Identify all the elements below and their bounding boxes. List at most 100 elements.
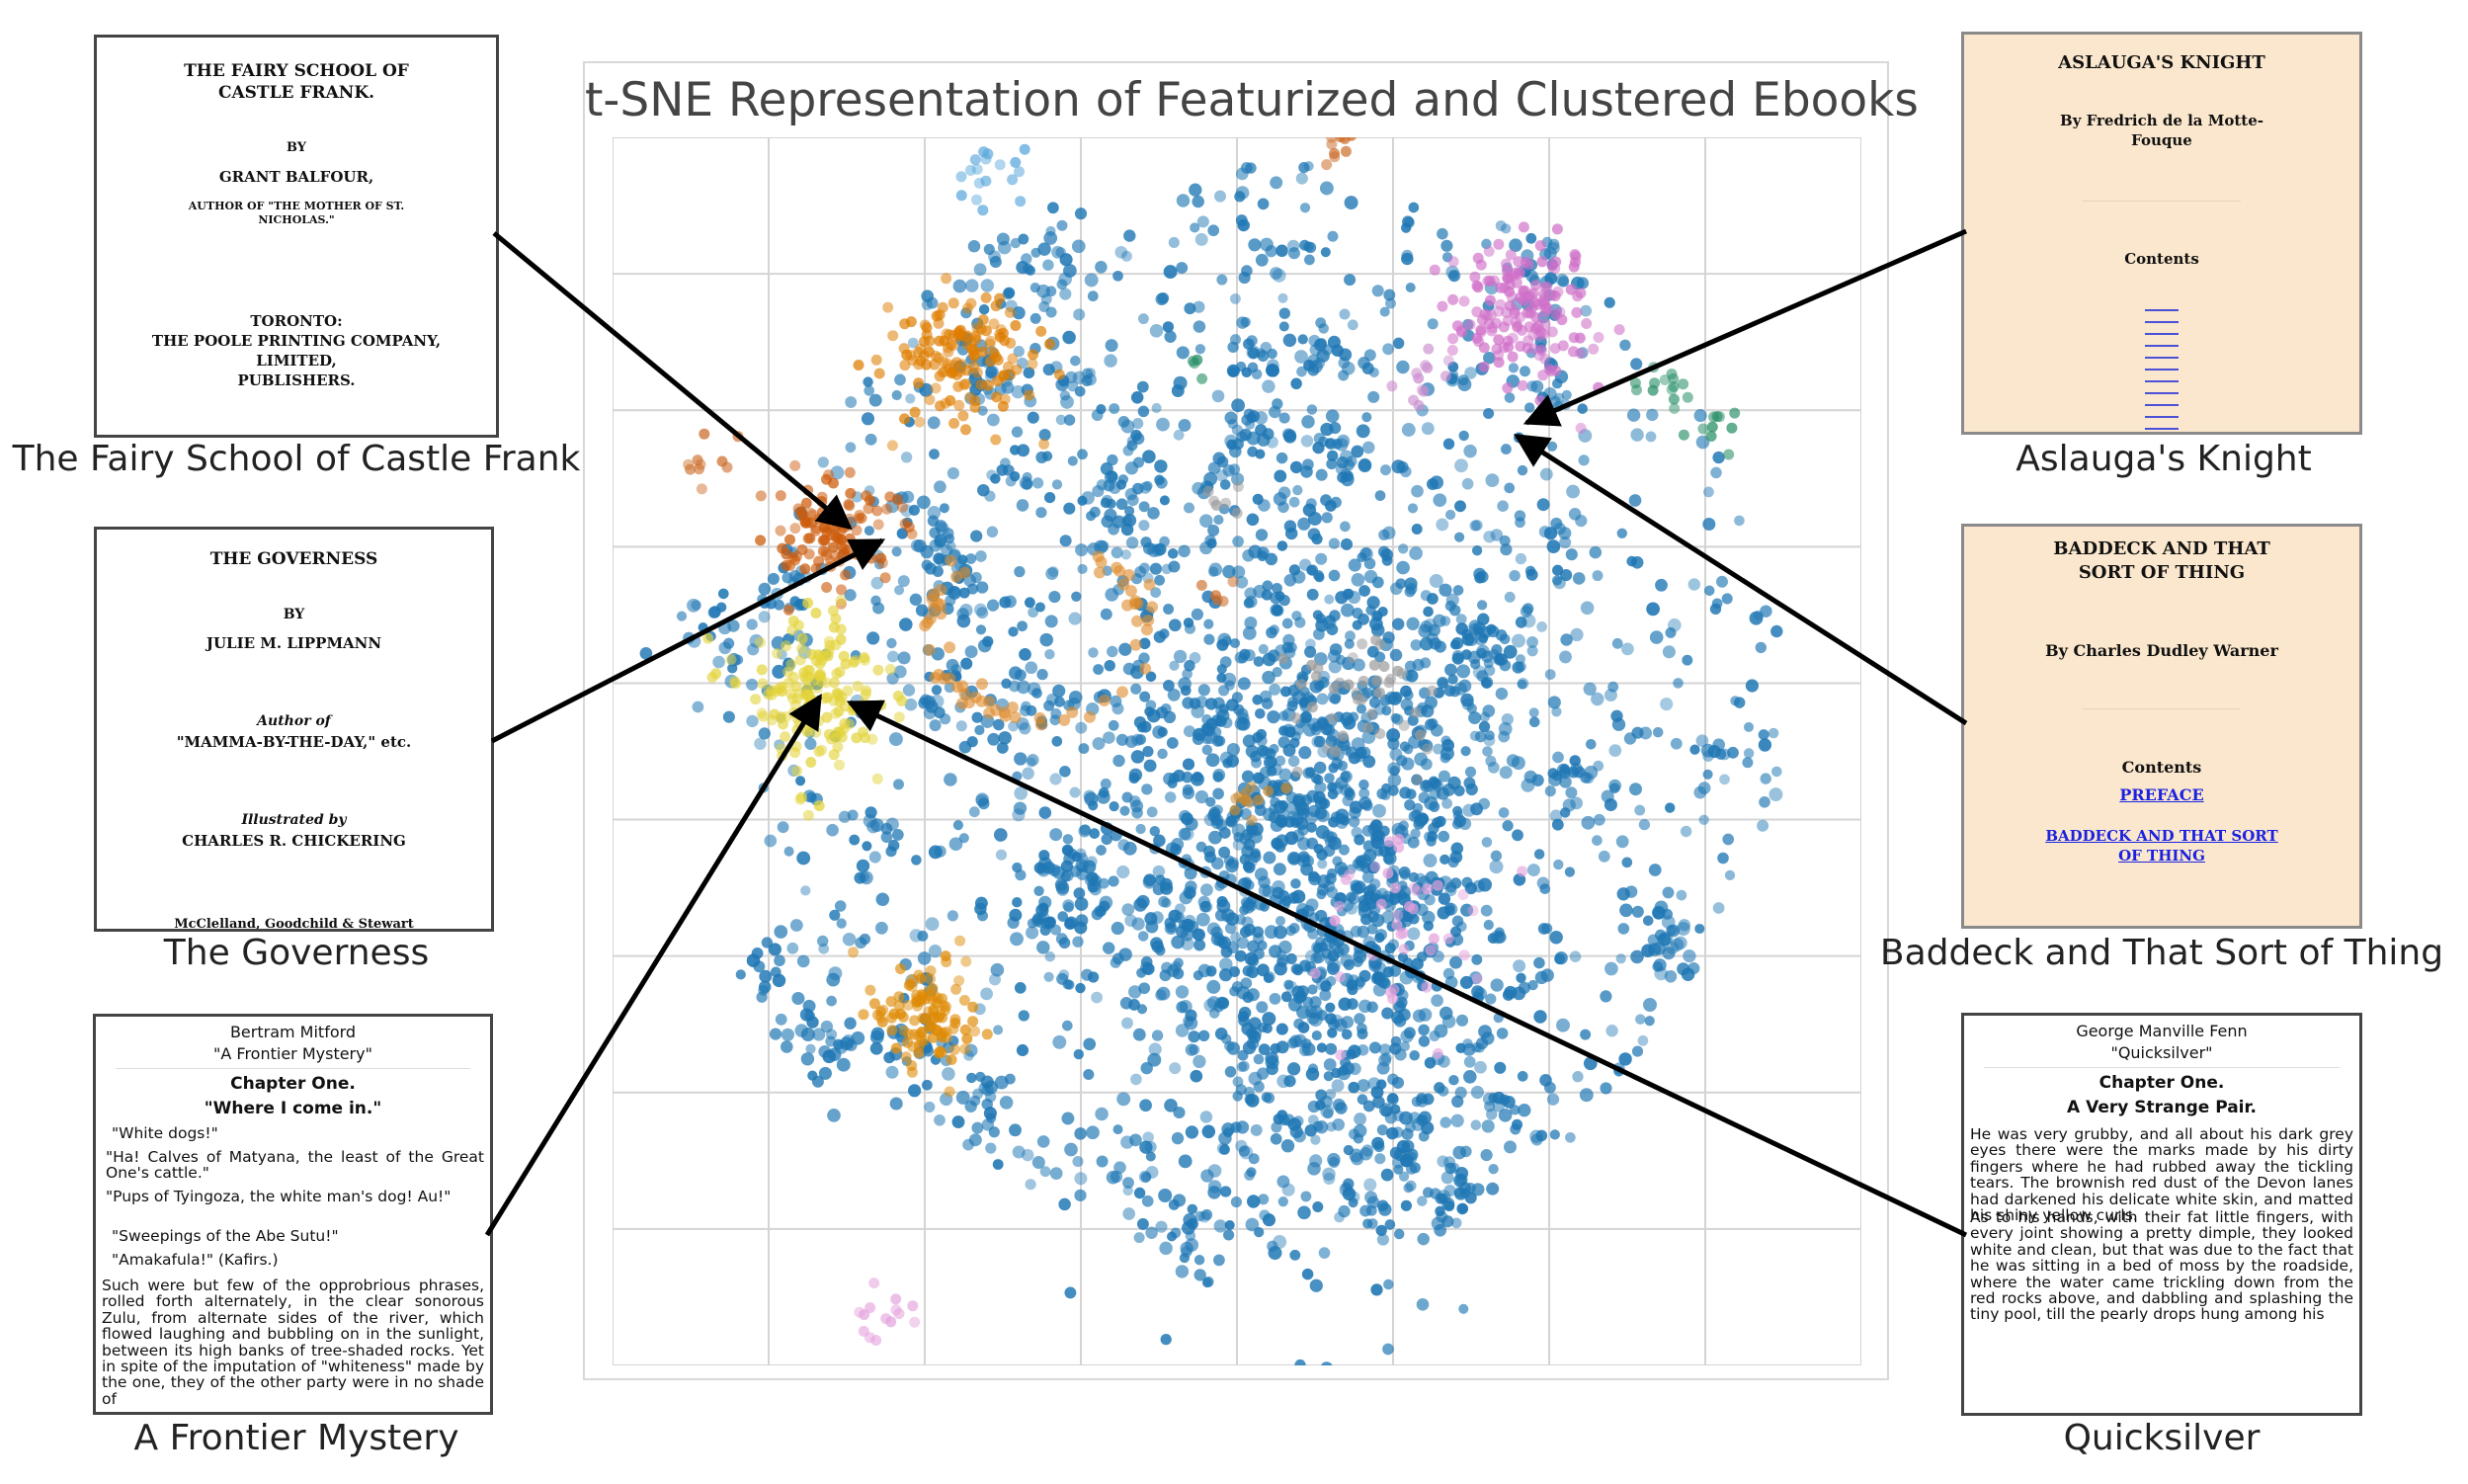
data-point	[1300, 465, 1313, 478]
data-point	[1290, 731, 1301, 742]
data-point	[1159, 495, 1170, 506]
cluster-point	[873, 368, 885, 379]
cluster-point	[835, 623, 847, 635]
data-point	[1124, 461, 1139, 475]
cluster-point	[1678, 378, 1689, 390]
data-point	[1143, 873, 1157, 887]
data-point	[1278, 725, 1289, 736]
book-author: Fouque	[2131, 131, 2192, 149]
data-point	[1258, 1043, 1271, 1055]
data-point	[1424, 718, 1437, 731]
cluster-point	[1473, 336, 1485, 348]
data-point	[1275, 755, 1286, 767]
data-point	[1225, 859, 1239, 873]
cluster-point	[845, 487, 857, 499]
paragraph: "Ha! Calves of Matyana, the least of the…	[106, 1148, 484, 1183]
data-point	[1074, 1127, 1087, 1140]
cluster-point	[1398, 927, 1409, 939]
data-point	[952, 279, 967, 293]
data-point	[1190, 222, 1200, 233]
data-point	[1416, 1297, 1430, 1311]
data-point	[1174, 903, 1187, 915]
data-point	[1055, 414, 1067, 426]
data-point	[1163, 680, 1175, 692]
data-point	[1382, 1343, 1394, 1356]
data-point	[1697, 782, 1711, 794]
cluster-point	[937, 1046, 948, 1058]
data-point	[1123, 505, 1135, 517]
cluster-point	[1321, 159, 1333, 171]
cluster-point	[923, 643, 936, 656]
data-point	[1380, 789, 1391, 801]
chapter-link[interactable]: OF THING	[2118, 847, 2205, 865]
data-point	[1453, 1174, 1467, 1188]
data-point	[1183, 618, 1194, 628]
data-point	[1464, 367, 1477, 379]
data-point	[1241, 770, 1255, 783]
data-point	[1403, 690, 1414, 701]
data-point	[1135, 823, 1146, 835]
data-point	[1539, 1073, 1552, 1087]
data-point	[1687, 578, 1701, 591]
cluster-point	[1312, 662, 1324, 674]
cluster-point	[1124, 585, 1137, 598]
data-point	[1572, 1071, 1584, 1083]
data-point	[1360, 913, 1372, 926]
data-point	[1305, 498, 1317, 510]
data-point	[1414, 970, 1427, 982]
data-point	[1184, 660, 1195, 672]
contents-links[interactable]	[1964, 309, 2359, 432]
cluster-point	[1375, 898, 1387, 910]
data-point	[1261, 589, 1273, 601]
data-point	[842, 932, 857, 947]
data-point	[866, 631, 880, 645]
data-point	[1378, 825, 1390, 837]
cluster-point	[1471, 973, 1483, 985]
preface-link[interactable]: PREFACE	[2119, 785, 2204, 804]
data-point	[1131, 806, 1143, 819]
data-point	[1265, 364, 1279, 377]
data-point	[1272, 268, 1286, 283]
cluster-point	[802, 597, 814, 609]
chapter-link[interactable]: BADDECK AND THAT SORT	[2045, 827, 2278, 845]
data-point	[1205, 753, 1220, 768]
cluster-point	[902, 1036, 914, 1048]
data-point	[1244, 951, 1259, 966]
data-point	[1380, 1168, 1394, 1182]
data-point	[1526, 864, 1540, 877]
cluster-point	[799, 563, 811, 575]
data-point	[1227, 367, 1239, 377]
cluster-point	[780, 731, 791, 743]
data-point	[1014, 786, 1028, 800]
data-point	[1401, 423, 1416, 437]
data-point	[1173, 429, 1185, 441]
cluster-point	[969, 401, 981, 413]
data-point	[1448, 1074, 1459, 1086]
data-point	[1362, 1218, 1373, 1229]
cluster-point	[836, 584, 847, 596]
data-point	[1278, 321, 1289, 332]
data-point	[1036, 941, 1050, 954]
data-point	[1461, 698, 1474, 710]
cluster-point	[1613, 324, 1625, 336]
data-point	[1420, 758, 1433, 771]
data-point	[902, 684, 916, 697]
data-point	[921, 298, 934, 311]
data-point	[1194, 1210, 1205, 1222]
cluster-point	[913, 1030, 925, 1041]
data-point	[1192, 481, 1205, 495]
data-point	[1042, 861, 1056, 874]
data-point	[951, 1115, 965, 1129]
data-point	[1061, 1020, 1073, 1031]
data-point	[1237, 653, 1249, 664]
cluster-point	[1571, 306, 1583, 318]
data-point	[1447, 361, 1459, 372]
data-point	[1042, 364, 1055, 376]
data-point	[849, 834, 861, 846]
cluster-point	[778, 718, 788, 730]
cluster-point	[998, 371, 1009, 382]
data-point	[1580, 601, 1595, 616]
cluster-point	[950, 357, 962, 369]
data-point	[1721, 593, 1733, 605]
data-point	[1297, 334, 1308, 345]
